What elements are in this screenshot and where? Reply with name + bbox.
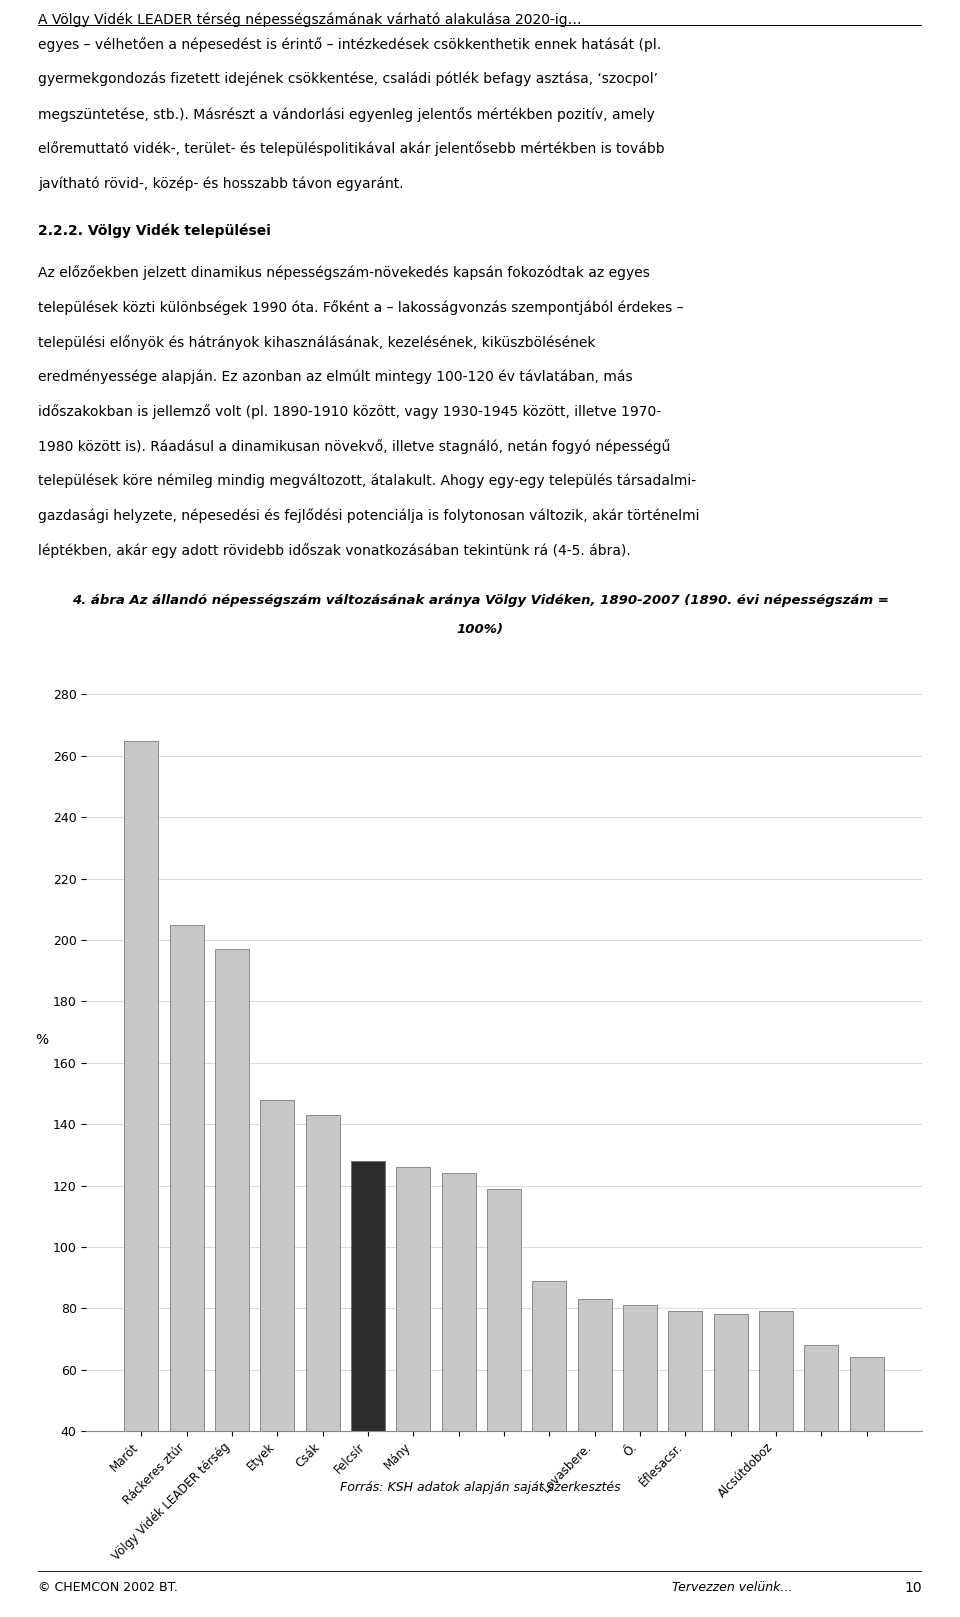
- Text: előremuttató vidék-, terület- és településpolitikával akár jelentősebb mértékben: előremuttató vidék-, terület- és települ…: [38, 141, 665, 157]
- Text: Tervezzen velünk…: Tervezzen velünk…: [672, 1581, 793, 1594]
- Text: Forrás: KSH adatok alapján saját szerkesztés: Forrás: KSH adatok alapján saját szerkes…: [340, 1481, 620, 1494]
- Bar: [260, 1100, 295, 1554]
- Text: települési előnyök és hátrányok kihasználásának, kezelésének, kiküszbölésének: települési előnyök és hátrányok kihaszná…: [38, 335, 596, 349]
- Text: 100%): 100%): [457, 623, 503, 637]
- Bar: [533, 1281, 566, 1554]
- Text: települések köre némileg mindig megváltozott, átalakult. Ahogy egy-egy település: települések köre némileg mindig megválto…: [38, 474, 697, 488]
- Bar: [713, 1315, 748, 1554]
- Text: 2.2.2. Völgy Vidék települései: 2.2.2. Völgy Vidék települései: [38, 223, 272, 238]
- Bar: [351, 1161, 385, 1554]
- Text: 1980 között is). Ráadásul a dinamikusan növekvő, illetve stagnáló, netán fogyó n: 1980 között is). Ráadásul a dinamikusan …: [38, 438, 671, 454]
- Text: Az előzőekben jelzett dinamikus népességszám-növekedés kapsán fokozódtak az egye: Az előzőekben jelzett dinamikus népesség…: [38, 265, 650, 280]
- Bar: [305, 1116, 340, 1554]
- Bar: [215, 949, 249, 1554]
- Bar: [170, 925, 204, 1554]
- Bar: [125, 741, 158, 1554]
- Text: eredményessége alapján. Ez azonban az elmúlt mintegy 100-120 év távlatában, más: eredményessége alapján. Ez azonban az el…: [38, 369, 633, 383]
- Text: © CHEMCON 2002 BT.: © CHEMCON 2002 BT.: [38, 1581, 179, 1594]
- Bar: [442, 1174, 475, 1554]
- Text: gazdasági helyzete, népesedési és fejlődési potenciálja is folytonosan változik,: gazdasági helyzete, népesedési és fejlőd…: [38, 508, 700, 524]
- Text: megszüntetése, stb.). Másrészt a vándorlási egyenleg jelentős mértékben pozitív,: megszüntetése, stb.). Másrészt a vándorl…: [38, 107, 655, 121]
- Text: A Völgy Vidék LEADER térség népességszámának várható alakulása 2020-ig…: A Völgy Vidék LEADER térség népességszám…: [38, 13, 582, 27]
- Y-axis label: %: %: [36, 1033, 48, 1048]
- Bar: [804, 1345, 838, 1554]
- Bar: [396, 1167, 430, 1554]
- Text: gyermekgondozás fizetett idejének csökkentése, családi pótlék befagy asztása, ‘s: gyermekgondozás fizetett idejének csökke…: [38, 71, 659, 86]
- Bar: [623, 1305, 657, 1554]
- Bar: [850, 1357, 883, 1554]
- Text: léptékben, akár egy adott rövidebb időszak vonatkozásában tekintünk rá (4-5. ábr: léptékben, akár egy adott rövidebb idősz…: [38, 543, 631, 558]
- Text: javítható rövid-, közép- és hosszabb távon egyaránt.: javítható rövid-, közép- és hosszabb táv…: [38, 176, 404, 191]
- Text: 4. ábra Az állandó népességszám változásának aránya Völgy Vidéken, 1890-2007 (18: 4. ábra Az állandó népességszám változás…: [72, 593, 888, 608]
- Bar: [668, 1311, 703, 1554]
- Bar: [578, 1298, 612, 1554]
- Text: 10: 10: [904, 1581, 922, 1596]
- Bar: [759, 1311, 793, 1554]
- Text: időszakokban is jellemző volt (pl. 1890-1910 között, vagy 1930-1945 között, ille: időszakokban is jellemző volt (pl. 1890-…: [38, 404, 661, 419]
- Bar: [487, 1188, 521, 1554]
- Text: települések közti különbségek 1990 óta. Főként a – lakosságvonzás szempontjából : települések közti különbségek 1990 óta. …: [38, 299, 684, 315]
- Text: egyes – vélhetően a népesedést is érintő – intézkedések csökkenthetik ennek hatá: egyes – vélhetően a népesedést is érintő…: [38, 37, 661, 52]
